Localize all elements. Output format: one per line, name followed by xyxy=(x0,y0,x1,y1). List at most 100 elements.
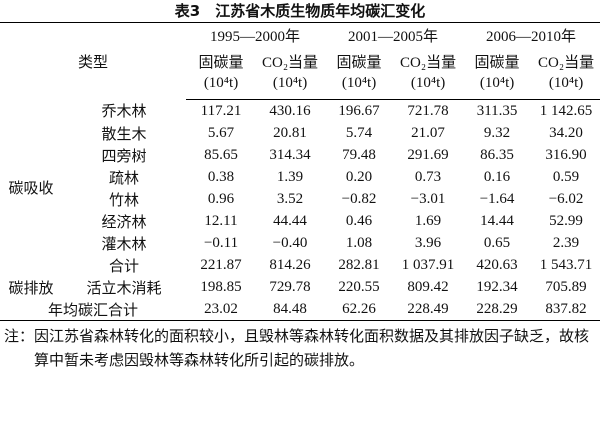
cell: 1 142.65 xyxy=(539,102,593,119)
cell: −0.40 xyxy=(272,234,308,251)
cell: 1.08 xyxy=(345,234,373,251)
cell: −1.64 xyxy=(479,190,515,207)
group-label: 碳吸收 xyxy=(8,181,54,198)
row-label: 灌木林 xyxy=(101,236,147,253)
header-row: 类型 1995—2000年 2001—2005年 2006—2010年 xyxy=(0,23,600,71)
cell: 0.96 xyxy=(207,190,235,207)
column-name: 固碳量 xyxy=(198,55,244,71)
table-title: 表3 江苏省木质生物质年均碳汇变化 xyxy=(174,2,426,20)
cell: 5.74 xyxy=(345,124,373,141)
cell: 291.69 xyxy=(407,146,449,163)
cell: 1 037.91 xyxy=(401,256,455,273)
period-label: 2001—2005年 xyxy=(348,28,439,45)
cell: 23.02 xyxy=(204,300,238,317)
column-header: CO₂当量 (10⁴t) xyxy=(256,47,325,100)
cell: 192.34 xyxy=(476,278,518,295)
cell: −3.01 xyxy=(410,190,446,207)
column-name: CO₂当量 xyxy=(538,55,595,71)
cell: 14.44 xyxy=(480,212,514,229)
column-name: CO₂当量 xyxy=(400,55,457,71)
data-row: 碳吸收 乔木林 117.21 430.16 196.67 721.78 311.35 1 14… xyxy=(0,100,600,198)
table: 类型 1995—2000年 2001—2005年 2006—2010年固碳量 (10⁴t… xyxy=(0,22,600,321)
cell: −0.11 xyxy=(203,234,239,251)
data-row: 碳排放 活立木消耗 198.85 729.78 220.55 809.42 192.34 70… xyxy=(0,276,600,298)
cell: 282.81 xyxy=(338,256,380,273)
row-label: 合计 xyxy=(109,258,140,275)
cell: 228.29 xyxy=(476,300,518,317)
row-label: 年均碳汇合计 xyxy=(48,302,139,319)
cell: 2.39 xyxy=(552,234,580,251)
cell: 705.89 xyxy=(545,278,587,295)
cell: 814.26 xyxy=(269,256,311,273)
type-label: 类型 xyxy=(78,54,109,71)
cell: 79.48 xyxy=(342,146,376,163)
cell: 44.44 xyxy=(273,212,307,229)
cell: 0.65 xyxy=(483,234,511,251)
data-row: 灌木林 −0.11 −0.40 1.08 3.96 0.65 2.39 xyxy=(0,232,600,254)
table-body: 碳吸收 乔木林 117.21 430.16 196.67 721.78 311.35 1 14… xyxy=(0,100,600,321)
column-name: CO₂当量 xyxy=(261,55,319,71)
column-unit: (10⁴t) xyxy=(272,75,308,91)
cell: 21.07 xyxy=(411,124,445,141)
cell: 12.11 xyxy=(204,212,238,229)
row-label: 散生木 xyxy=(101,126,147,143)
cell: 430.16 xyxy=(269,102,311,119)
data-row: 合计 221.87 814.26 282.81 1 037.91 420.63 1 543.… xyxy=(0,254,600,276)
row-label: 竹林 xyxy=(109,192,140,209)
cell: 316.90 xyxy=(545,146,587,163)
total-row: 年均碳汇合计 23.02 84.48 62.26 228.49 228.29 837.82 xyxy=(0,298,600,321)
column-header: CO₂当量 (10⁴t) xyxy=(394,47,463,100)
cell: 86.35 xyxy=(480,146,514,163)
cell: 311.35 xyxy=(476,102,518,119)
data-row: 四旁树 85.65 314.34 79.48 291.69 86.35 316.90 xyxy=(0,144,600,166)
cell: 809.42 xyxy=(407,278,449,295)
period-label: 1995—2000年 xyxy=(210,28,301,45)
column-name: 固碳量 xyxy=(336,55,382,71)
cell: −0.82 xyxy=(341,190,377,207)
cell: 0.59 xyxy=(552,168,580,185)
cell: 84.48 xyxy=(273,300,307,317)
column-header: 固碳量 (10⁴t) xyxy=(186,47,257,100)
data-row: 疏林 0.38 1.39 0.20 0.73 0.16 0.59 xyxy=(0,166,600,188)
data-row: 散生木 5.67 20.81 5.74 21.07 9.32 34.20 xyxy=(0,122,600,144)
cell: 52.99 xyxy=(549,212,583,229)
cell: 420.63 xyxy=(476,256,518,273)
data-row: 经济林 12.11 44.44 0.46 1.69 14.44 52.99 xyxy=(0,210,600,232)
header-row: 固碳量 (10⁴t) CO₂当量 (10⁴t) 固碳量 (10⁴t) CO₂当量 (10⁴t)… xyxy=(0,47,600,100)
column-unit: (10⁴t) xyxy=(548,75,584,91)
cell: 0.73 xyxy=(414,168,442,185)
cell: 221.87 xyxy=(200,256,242,273)
cell: 117.21 xyxy=(200,102,242,119)
column-unit: (10⁴t) xyxy=(341,75,377,91)
cell: 196.67 xyxy=(338,102,380,119)
data-row: 竹林 0.96 3.52 −0.82 −3.01 −1.64 −6.02 xyxy=(0,188,600,210)
cell: 721.78 xyxy=(407,102,449,119)
column-unit: (10⁴t) xyxy=(203,75,239,91)
row-label: 经济林 xyxy=(101,214,147,231)
cell: 1.39 xyxy=(276,168,304,185)
note: 注：因江苏省森林转化的面积较小，且毁林等森林转化面积数据及其排放因子缺乏，故核算… xyxy=(4,329,590,369)
column-unit: (10⁴t) xyxy=(479,75,515,91)
group-label: 碳排放 xyxy=(8,280,54,297)
cell: 228.49 xyxy=(407,300,449,317)
cell: 0.46 xyxy=(345,212,373,229)
cell: 85.65 xyxy=(204,146,238,163)
column-unit: (10⁴t) xyxy=(410,75,446,91)
cell: 5.67 xyxy=(207,124,235,141)
cell: 62.26 xyxy=(342,300,376,317)
cell: 314.34 xyxy=(269,146,311,163)
period-label: 2006—2010年 xyxy=(486,28,577,45)
column-header: 固碳量 (10⁴t) xyxy=(324,47,395,100)
column-name: 固碳量 xyxy=(474,55,520,71)
cell: 0.16 xyxy=(483,168,511,185)
cell: 3.52 xyxy=(276,190,304,207)
cell: 1 543.71 xyxy=(539,256,593,273)
cell: 1.69 xyxy=(414,212,442,229)
cell: 34.20 xyxy=(549,124,583,141)
row-label: 疏林 xyxy=(109,170,140,187)
cell: 20.81 xyxy=(273,124,307,141)
row-label: 四旁树 xyxy=(101,148,147,165)
cell: 220.55 xyxy=(338,278,380,295)
row-label: 活立木消耗 xyxy=(86,280,162,297)
